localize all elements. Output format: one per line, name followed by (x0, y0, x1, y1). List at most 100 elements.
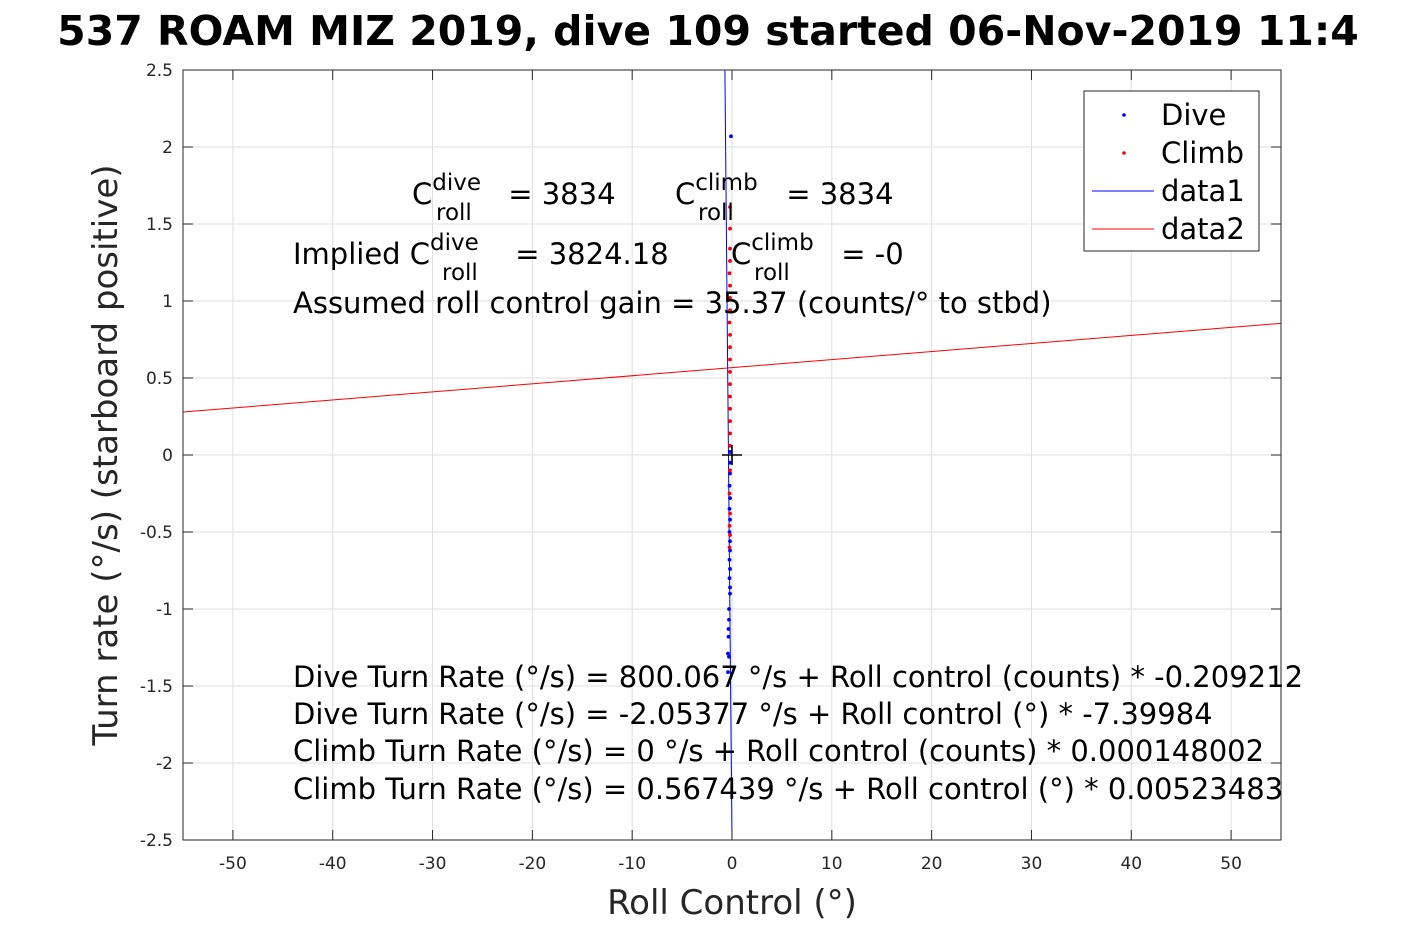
legend-box (1083, 90, 1260, 252)
series-line-data2 (182, 322, 1282, 413)
point-climb (727, 491, 732, 496)
point-climb (728, 394, 732, 399)
x-tick-label: 50 (1220, 854, 1242, 874)
y-tick-label: 1 (162, 292, 173, 312)
y-tick-label: 2.5 (146, 61, 173, 81)
point-dive (726, 627, 731, 631)
c-roll-dive-value: = 3834 (499, 177, 616, 211)
series-layer (182, 69, 1282, 841)
point-climb (728, 419, 732, 424)
point-dive (727, 530, 732, 534)
y-tick-label: 1.5 (146, 215, 173, 235)
point-climb (728, 443, 732, 448)
point-dive (726, 651, 730, 656)
point-dive (729, 134, 733, 139)
implied-dive-value: = 3824.18 (506, 237, 669, 271)
gain-annotation: Assumed roll control gain = 35.37 (count… (293, 286, 1052, 320)
x-axis-label: Roll Control (°) (607, 883, 857, 923)
point-dive (728, 567, 732, 571)
point-dive (726, 634, 731, 639)
x-tick-label: 30 (1021, 854, 1043, 874)
point-climb (727, 545, 732, 550)
y-tick-label: 0.5 (146, 369, 173, 389)
implied-prefix: Implied C (293, 237, 430, 271)
equation-dive-degrees: Dive Turn Rate (°/s) = -2.05377 °/s + Ro… (293, 697, 1213, 731)
point-climb (728, 431, 732, 436)
c-roll-climb-annotation: Cclimb roll = 3834 (675, 170, 894, 226)
point-dive (728, 450, 732, 454)
y-tick-label: -2.5 (140, 831, 173, 851)
x-tick-label: 20 (921, 854, 943, 874)
legend-label-dive: Dive (1161, 98, 1226, 132)
implied-climb-sup: climb (751, 230, 813, 256)
legend-label-data1: data1 (1161, 174, 1245, 208)
point-dive (726, 670, 730, 675)
point-dive (728, 585, 732, 590)
point-dive (728, 471, 732, 476)
point-climb (728, 246, 732, 251)
x-tick-label: 10 (821, 854, 843, 874)
c-roll-climb-base: C (675, 177, 695, 211)
legend-label-data2: data2 (1161, 212, 1245, 246)
implied-climb-annotation: Cclimb roll = -0 (731, 230, 904, 286)
point-climb (728, 357, 732, 362)
point-dive (727, 507, 732, 511)
c-roll-climb-sup: climb (695, 170, 757, 196)
point-dive (727, 557, 732, 562)
point-climb (728, 205, 732, 209)
point-climb (728, 296, 732, 300)
y-tick-label: -0.5 (140, 523, 173, 543)
point-dive (728, 591, 732, 596)
y-axis-label: Turn rate (°/s) (starboard positive) (86, 164, 126, 746)
ticks (183, 69, 1281, 841)
legend-marker-dive (1122, 113, 1126, 117)
point-dive (728, 539, 732, 544)
point-dive (727, 576, 732, 581)
c-roll-dive-sup: dive (432, 170, 481, 196)
point-climb (728, 345, 732, 350)
implied-dive-sub: roll (442, 260, 478, 286)
legend-label-climb: Climb (1161, 136, 1244, 170)
x-tick-label: 0 (727, 854, 738, 874)
y-tick-label: -1 (156, 600, 173, 620)
point-dive (728, 460, 732, 465)
x-tick-label: -40 (319, 854, 347, 874)
point-climb (728, 406, 732, 411)
y-tick-label: 0 (162, 446, 173, 466)
point-dive (728, 496, 732, 501)
point-climb (728, 382, 732, 387)
c-roll-climb-sub: roll (698, 200, 734, 226)
y-tick-labels: -2.5 -2 -1.5 -1 -0.5 0 0.5 1 1.5 2 2.5 (140, 61, 173, 851)
implied-climb-sub: roll (754, 260, 790, 286)
x-tick-label: -30 (419, 854, 447, 874)
point-dive (728, 517, 732, 522)
y-tick-label: 2 (162, 138, 173, 158)
implied-climb-value: = -0 (832, 237, 904, 271)
c-roll-dive-base: C (412, 177, 432, 211)
c-roll-climb-value: = 3834 (777, 177, 894, 211)
implied-dive-sup: dive (430, 230, 479, 256)
point-dive (728, 548, 732, 553)
point-climb (727, 523, 732, 528)
point-climb (728, 332, 732, 337)
equation-climb-counts: Climb Turn Rate (°/s) = 0 °/s + Roll con… (293, 734, 1264, 768)
point-climb (728, 259, 732, 263)
point-climb (728, 533, 732, 537)
point-climb (728, 468, 732, 473)
point-dive (727, 654, 731, 659)
x-tick-label: -50 (219, 854, 247, 874)
x-tick-label: -20 (518, 854, 546, 874)
y-tick-label: -1.5 (140, 677, 173, 697)
point-dive (727, 617, 731, 622)
equation-climb-degrees: Climb Turn Rate (°/s) = 0.567439 °/s + R… (293, 772, 1283, 806)
point-climb (728, 369, 732, 374)
point-climb (728, 511, 732, 516)
equation-dive-counts: Dive Turn Rate (°/s) = 800.067 °/s + Rol… (293, 660, 1303, 694)
c-roll-dive-sub: roll (436, 200, 472, 226)
x-tick-label: -10 (618, 854, 646, 874)
y-tick-label: -2 (156, 754, 173, 774)
chart-title: 537 ROAM MIZ 2019, dive 109 started 06-N… (57, 7, 1359, 55)
point-dive (727, 483, 732, 488)
point-dive (727, 607, 731, 611)
